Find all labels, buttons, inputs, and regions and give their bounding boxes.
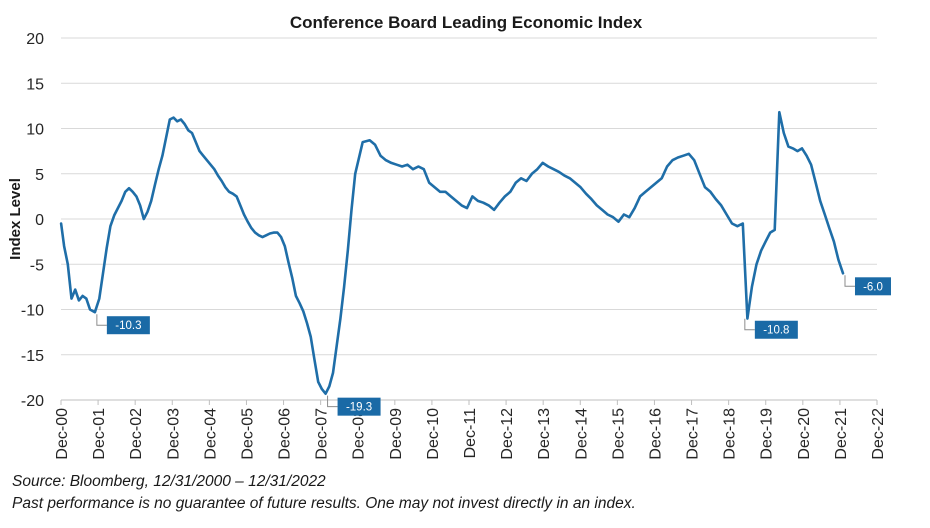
chart-title: Conference Board Leading Economic Index xyxy=(290,13,643,32)
x-tick-label: Dec-01 xyxy=(91,408,108,460)
x-tick-label: Dec-22 xyxy=(870,408,887,460)
source-note: Source: Bloomberg, 12/31/2000 – 12/31/20… xyxy=(12,473,326,490)
x-tick-label: Dec-14 xyxy=(573,408,590,460)
x-tick-label: Dec-04 xyxy=(202,408,219,460)
x-tick-label: Dec-13 xyxy=(536,408,553,460)
y-tick-label: 20 xyxy=(26,31,44,48)
x-tick-label: Dec-16 xyxy=(647,408,664,460)
data-label-text: -19.3 xyxy=(346,402,372,414)
data-label-1: -19.3 xyxy=(327,395,381,416)
x-tick-label: Dec-10 xyxy=(425,408,442,460)
x-axis-ticks: Dec-00 Dec-01 Dec-02 Dec-03 Dec-04 Dec-05 Dec-… xyxy=(54,400,887,460)
x-tick-label: Dec-09 xyxy=(388,408,405,460)
label-leader-line xyxy=(327,395,338,408)
x-tick-label: Dec-18 xyxy=(722,408,739,460)
x-tick-label: Dec-21 xyxy=(833,408,850,460)
y-tick-label: -5 xyxy=(30,257,44,274)
y-tick-label: -15 xyxy=(21,348,44,365)
y-tick-label: 0 xyxy=(35,212,44,229)
x-tick-label: Dec-17 xyxy=(685,408,702,460)
data-labels: -10.3 -19.3 -10.8 -6.0 xyxy=(96,275,891,416)
data-label-text: -6.0 xyxy=(863,281,883,293)
x-tick-label: Dec-00 xyxy=(54,408,71,460)
disclaimer-note: Past performance is no guarantee of futu… xyxy=(12,495,636,512)
label-leader-line xyxy=(96,314,107,326)
x-tick-label: Dec-07 xyxy=(314,408,331,460)
x-tick-label: Dec-05 xyxy=(239,408,256,460)
data-label-text: -10.3 xyxy=(115,320,141,332)
data-label-2: -10.8 xyxy=(744,318,798,339)
data-label-box xyxy=(854,277,891,296)
data-label-box xyxy=(337,397,381,416)
x-tick-label: Dec-08 xyxy=(351,408,368,460)
y-tick-label: 10 xyxy=(26,122,44,139)
line-chart: Conference Board Leading Economic Index … xyxy=(7,13,891,460)
label-leader-line xyxy=(744,318,755,331)
x-tick-label: Dec-20 xyxy=(796,408,813,460)
x-tick-label: Dec-02 xyxy=(128,408,145,460)
data-label-0: -10.3 xyxy=(96,314,150,335)
x-tick-label: Dec-12 xyxy=(499,408,516,460)
x-tick-label: Dec-06 xyxy=(277,408,294,460)
data-label-text: -10.8 xyxy=(763,325,789,337)
y-tick-label: -20 xyxy=(21,393,44,410)
data-label-box xyxy=(106,316,150,335)
x-tick-label: Dec-03 xyxy=(165,408,182,460)
gridlines xyxy=(61,37,877,401)
x-tick-label: Dec-11 xyxy=(462,408,479,458)
x-tick-label: Dec-19 xyxy=(759,408,776,460)
y-tick-label: 5 xyxy=(35,167,44,184)
y-tick-label: 15 xyxy=(26,76,44,93)
data-label-box xyxy=(754,320,798,339)
y-tick-label: -10 xyxy=(21,303,44,320)
series-line xyxy=(59,110,845,395)
y-axis-ticks: 20 15 10 5 0 -5 -10 -15 -20 xyxy=(21,31,44,410)
data-label-3: -6.0 xyxy=(844,275,891,296)
y-axis-label: Index Level xyxy=(7,178,24,260)
label-leader-line xyxy=(844,275,855,287)
x-tick-label: Dec-15 xyxy=(610,408,627,460)
